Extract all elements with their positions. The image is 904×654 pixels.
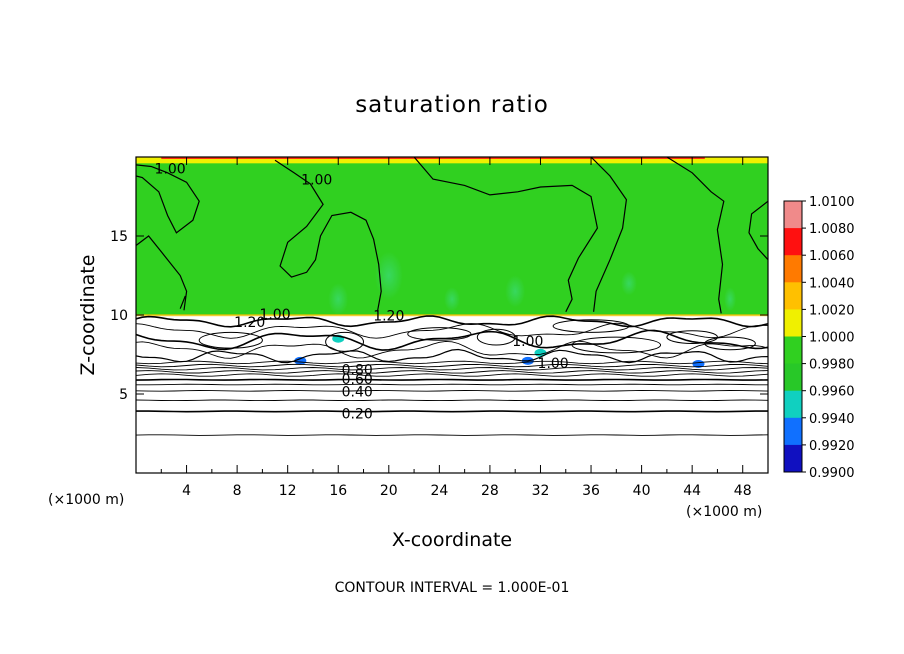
contour-interval-note: CONTOUR INTERVAL = 1.000E-01: [335, 580, 570, 596]
x-tick-label: 8: [233, 483, 242, 499]
contour-line: [179, 295, 186, 309]
colorbar: 1.0100 1.0080 1.0060 1.0040 1.0020 1.0000 0.99…: [783, 195, 855, 481]
colorbar-label: 1.0100: [809, 195, 855, 210]
contour-line: [136, 390, 768, 392]
contour-line: [666, 157, 725, 314]
y-axis-label: Z-coordinate: [77, 255, 99, 376]
colorbar-segment: [784, 363, 802, 392]
x-tick-label: 20: [380, 483, 398, 499]
colorbar-segment: [784, 444, 802, 473]
contour-cell: [552, 319, 630, 333]
fill-base-fringe: [136, 314, 768, 317]
contour-line: [136, 373, 768, 377]
contour-label: 0.60: [342, 372, 373, 388]
x-tick-label: 12: [279, 483, 297, 499]
fill-blob: [374, 251, 403, 300]
x-tick-label: 24: [430, 483, 448, 499]
contour-line: [136, 360, 768, 365]
contour-label: 0.40: [342, 384, 373, 400]
colorbar-label: 1.0080: [809, 222, 855, 237]
colorbar-label: 0.9940: [809, 412, 855, 427]
contour-cell: [666, 330, 718, 344]
colorbar-label: 1.0060: [809, 249, 855, 264]
colorbar-label: 1.0020: [809, 303, 855, 318]
fill-top-streak: [161, 157, 705, 159]
contour-cell: [571, 336, 662, 354]
colorbar-segment: [784, 228, 802, 256]
contour-line: [136, 348, 768, 364]
colorbar-segment: [784, 336, 802, 365]
contour-line: [136, 329, 768, 351]
colorbar-segment: [784, 255, 802, 283]
colorbar-label: 0.9900: [809, 466, 855, 481]
contour-cell: [325, 331, 365, 352]
x-tick-label: 40: [633, 483, 651, 499]
contour-label: 1.00: [155, 162, 186, 178]
colorbar-label: 0.9920: [809, 439, 855, 454]
contour-line: [136, 434, 768, 436]
contour-cell: [476, 328, 516, 346]
x-tick-label: 36: [582, 483, 600, 499]
contour-line: [274, 159, 382, 312]
colorbar-label: 0.9980: [809, 358, 855, 373]
x-tick-label: 32: [532, 483, 550, 499]
fill-blob: [620, 271, 637, 296]
contour-label: 1.00: [301, 173, 332, 189]
contour-line: [136, 370, 768, 374]
contour-line: [748, 200, 768, 261]
contour-line: [590, 157, 628, 312]
contour-label: 1.20: [234, 315, 265, 331]
contour-line: [136, 378, 768, 381]
contour-line: [136, 399, 768, 402]
contour-label: 1.00: [259, 307, 290, 323]
fill-blob: [505, 275, 526, 308]
x-unit-left: (×1000 m): [48, 492, 124, 508]
contour-label: 1.00: [538, 356, 569, 372]
contour-label: 1.00: [512, 334, 543, 350]
colorbar-segment: [784, 390, 802, 419]
colorbar-segment: [784, 417, 802, 446]
plot-area: 1.001.001.001.20 1.201.001.000.800.600.40…: [136, 157, 768, 473]
fill-pocket: [294, 356, 307, 365]
colorbar-segment: [784, 309, 802, 337]
x-tick-label: 44: [683, 483, 701, 499]
contour-label: 1.20: [373, 309, 404, 325]
colorbar-label: 0.9960: [809, 385, 855, 400]
chart-title: saturation ratio: [355, 92, 549, 118]
contour-line: [136, 235, 188, 311]
contour-line: [136, 367, 768, 371]
colorbar-label: 1.0000: [809, 331, 855, 346]
contour-line: [413, 157, 599, 313]
x-axis-label: X-coordinate: [392, 529, 512, 551]
x-tick-label: 28: [481, 483, 499, 499]
contour-cell: [198, 331, 263, 349]
contour-label: 0.80: [342, 362, 373, 378]
colorbar-segment: [784, 282, 802, 310]
fill-region-top-supersaturated-band: [136, 157, 768, 164]
contour-line: [136, 410, 768, 413]
x-unit-right: (×1000 m): [686, 504, 762, 520]
contour-line: [136, 164, 200, 234]
contour-label: 0.20: [342, 407, 373, 423]
y-tick-label: 5: [119, 387, 128, 403]
contour-line: [136, 363, 768, 368]
colorbar-label: 1.0040: [809, 276, 855, 291]
fill-blob: [444, 287, 460, 312]
y-tick-label: 10: [110, 308, 128, 324]
x-tick-label: 48: [734, 483, 752, 499]
fill-blob: [724, 287, 737, 312]
contour-cell: [407, 327, 472, 341]
contour-line: [136, 340, 768, 359]
fill-blob: [328, 283, 349, 316]
contour-cell: [704, 336, 756, 351]
colorbar-segment: [784, 201, 802, 229]
x-tick-label: 4: [182, 483, 191, 499]
contour-line: [136, 315, 768, 328]
x-tick-label: 16: [329, 483, 347, 499]
contour-line: [136, 383, 768, 386]
y-tick-label: 15: [110, 229, 128, 245]
